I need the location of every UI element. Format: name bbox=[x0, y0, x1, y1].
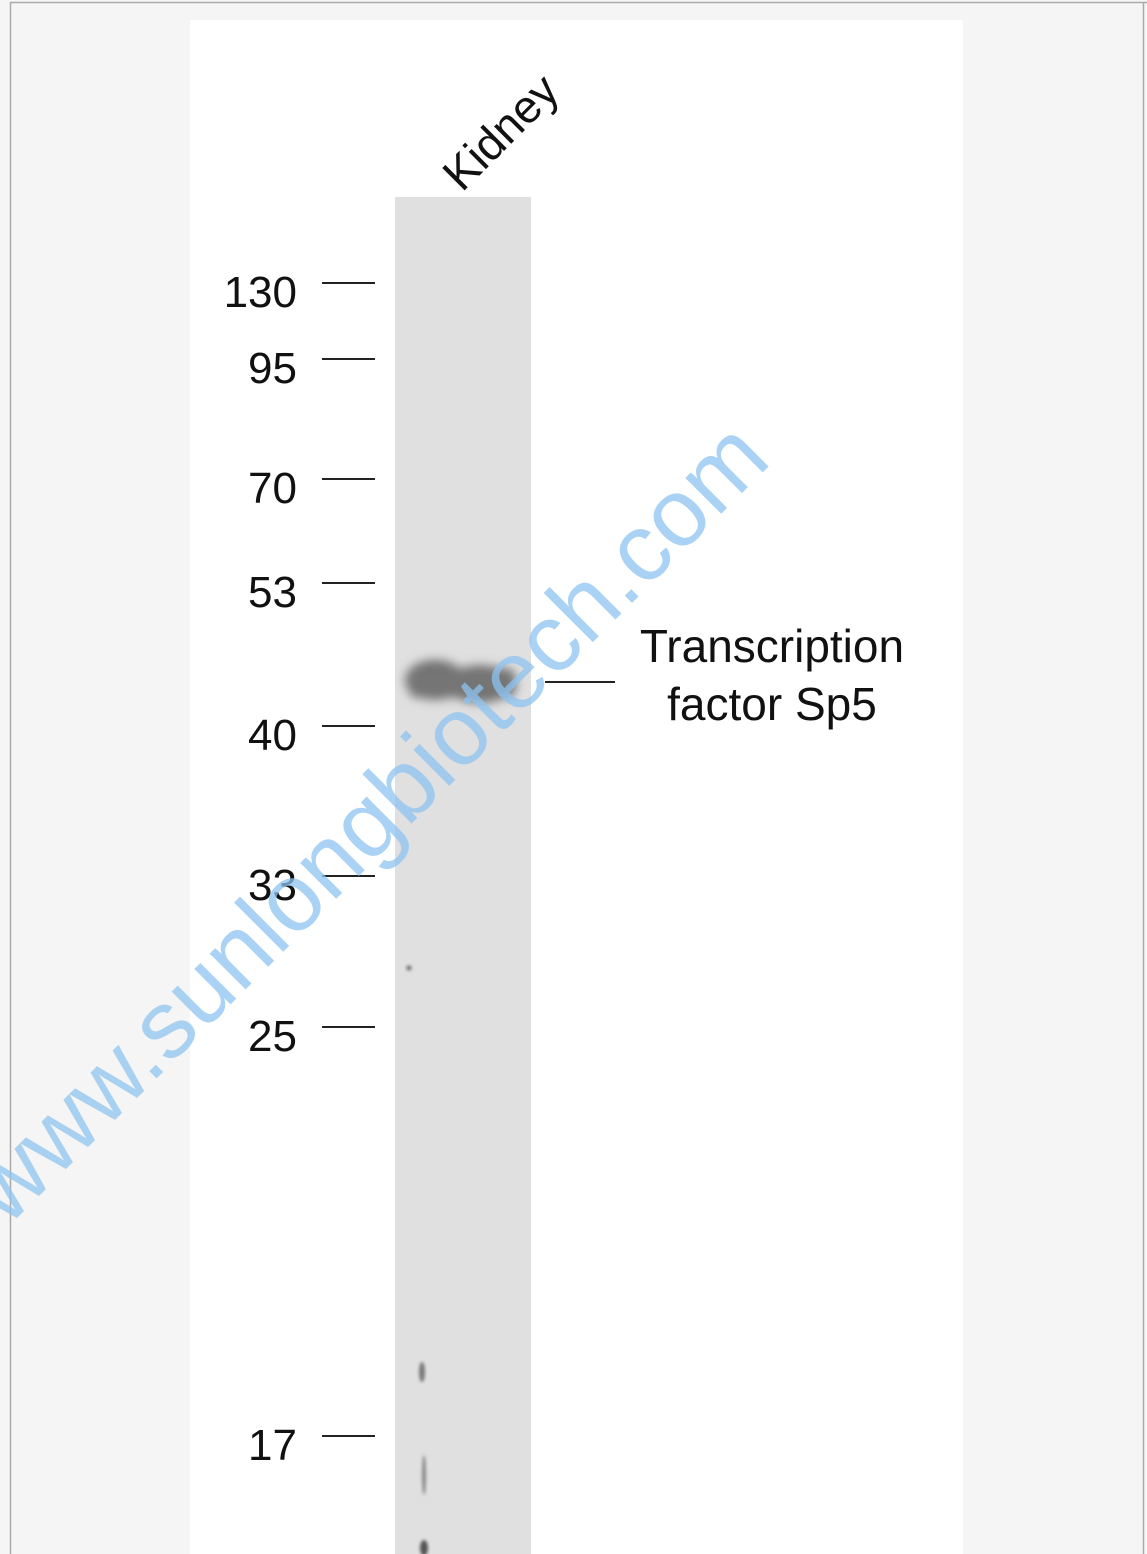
marker-label: 95 bbox=[248, 344, 297, 393]
marker-label: 70 bbox=[248, 464, 297, 513]
panel bbox=[190, 20, 963, 1554]
marker-label: 130 bbox=[224, 268, 297, 317]
marker-label: 40 bbox=[248, 711, 297, 760]
band-label: Transcription bbox=[640, 620, 904, 672]
blot-figure: Kidney Transcription factor Sp5 13095705… bbox=[0, 0, 1147, 1554]
marker-label: 25 bbox=[248, 1012, 297, 1061]
lane bbox=[395, 197, 531, 1554]
marker-label: 53 bbox=[248, 568, 297, 617]
marker-label: 17 bbox=[248, 1421, 297, 1470]
page: {"lane_label": "Kidney", "markers": [130… bbox=[0, 0, 1147, 1554]
band-label: factor Sp5 bbox=[667, 678, 877, 730]
